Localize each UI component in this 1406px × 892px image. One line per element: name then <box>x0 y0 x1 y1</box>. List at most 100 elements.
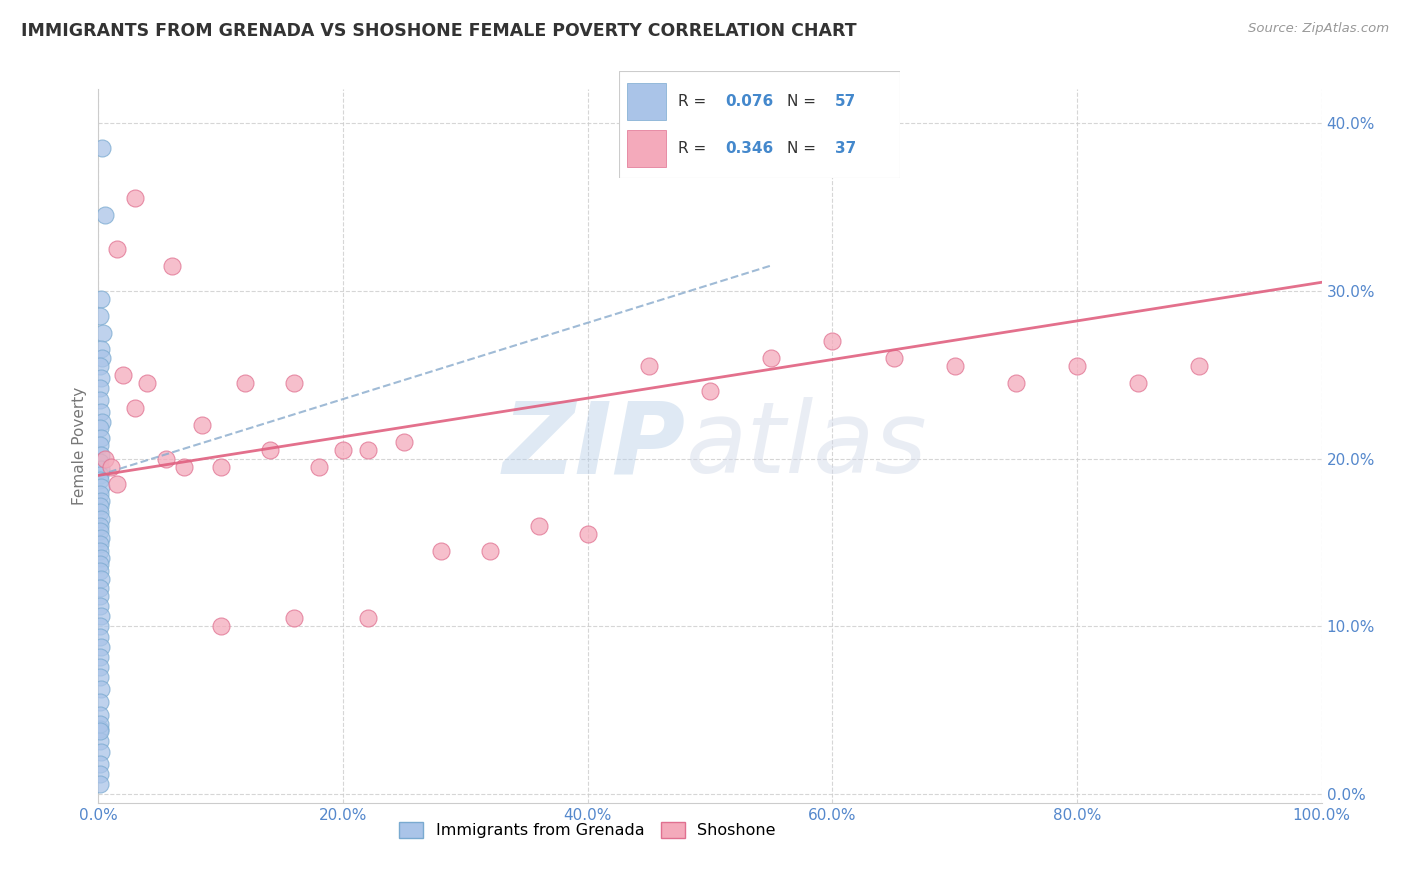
Point <box>90 480 112 494</box>
Point <box>89 757 111 772</box>
Point <box>160 259 183 273</box>
Point <box>124 401 146 416</box>
Text: 37: 37 <box>835 141 856 156</box>
Y-axis label: Female Poverty: Female Poverty <box>72 387 87 505</box>
Point <box>91 351 114 365</box>
Point <box>91 415 114 429</box>
Point <box>527 518 550 533</box>
Point <box>105 476 128 491</box>
Point <box>90 461 112 475</box>
Point <box>90 371 112 385</box>
Point <box>91 326 114 340</box>
Point <box>90 746 112 760</box>
Point <box>89 505 111 519</box>
Point <box>821 334 844 348</box>
Point <box>883 351 905 365</box>
FancyBboxPatch shape <box>627 83 666 120</box>
Point <box>233 376 256 390</box>
Point <box>332 443 354 458</box>
Text: 0.346: 0.346 <box>725 141 773 156</box>
Point <box>89 518 111 533</box>
Point <box>1066 359 1088 374</box>
Point <box>356 611 378 625</box>
Point <box>89 723 111 738</box>
Point <box>89 359 111 374</box>
Point <box>699 384 721 399</box>
Point <box>478 544 501 558</box>
Point <box>89 722 111 736</box>
Point <box>89 455 111 469</box>
Point <box>89 660 111 674</box>
Point <box>90 531 112 545</box>
Point <box>89 474 111 488</box>
Point <box>89 589 111 603</box>
Point <box>89 581 111 595</box>
Point <box>93 451 115 466</box>
Point <box>90 432 112 446</box>
Point <box>637 359 661 374</box>
Point <box>89 487 111 501</box>
Point <box>93 208 115 222</box>
Point <box>89 309 111 323</box>
Point <box>209 460 232 475</box>
Point <box>90 640 112 654</box>
Point <box>89 438 111 452</box>
Point <box>89 708 111 723</box>
Point <box>89 564 111 578</box>
Point <box>761 351 783 365</box>
Point <box>89 421 111 435</box>
Point <box>1128 376 1150 390</box>
Point <box>90 573 112 587</box>
Point <box>89 599 111 614</box>
Point <box>89 392 111 407</box>
Text: R =: R = <box>678 141 711 156</box>
Point <box>576 527 599 541</box>
Point <box>89 381 111 395</box>
Point <box>209 619 232 633</box>
Text: atlas: atlas <box>686 398 927 494</box>
Point <box>89 670 111 684</box>
Point <box>90 448 112 462</box>
Point <box>308 460 330 475</box>
Legend: Immigrants from Grenada, Shoshone: Immigrants from Grenada, Shoshone <box>394 815 782 845</box>
Point <box>283 611 305 625</box>
Point <box>430 544 453 558</box>
Point <box>89 499 111 513</box>
Point <box>89 717 111 731</box>
Point <box>89 767 111 781</box>
Text: 0.076: 0.076 <box>725 94 773 109</box>
Point <box>90 404 112 418</box>
Point <box>356 443 378 458</box>
FancyBboxPatch shape <box>627 130 666 167</box>
Point <box>173 460 195 475</box>
Point <box>91 141 114 155</box>
Text: N =: N = <box>787 94 821 109</box>
Point <box>89 558 111 572</box>
Text: 57: 57 <box>835 94 856 109</box>
Point <box>90 343 112 357</box>
Text: N =: N = <box>787 141 821 156</box>
Point <box>90 609 112 624</box>
Point <box>89 777 111 791</box>
Point <box>89 649 111 664</box>
Point <box>1004 376 1026 390</box>
Point <box>111 368 134 382</box>
Point <box>90 512 112 526</box>
Point <box>90 292 112 306</box>
Point <box>124 191 146 205</box>
Point <box>89 695 111 709</box>
Point <box>392 434 416 449</box>
Point <box>89 524 111 538</box>
Text: R =: R = <box>678 94 711 109</box>
Point <box>89 468 111 483</box>
Point <box>89 544 111 558</box>
Point <box>89 619 111 633</box>
Point <box>89 537 111 551</box>
Point <box>1188 359 1211 374</box>
FancyBboxPatch shape <box>619 71 900 178</box>
Point <box>283 376 305 390</box>
Point <box>136 376 159 390</box>
Text: Source: ZipAtlas.com: Source: ZipAtlas.com <box>1249 22 1389 36</box>
Point <box>89 630 111 644</box>
Point <box>90 681 112 696</box>
